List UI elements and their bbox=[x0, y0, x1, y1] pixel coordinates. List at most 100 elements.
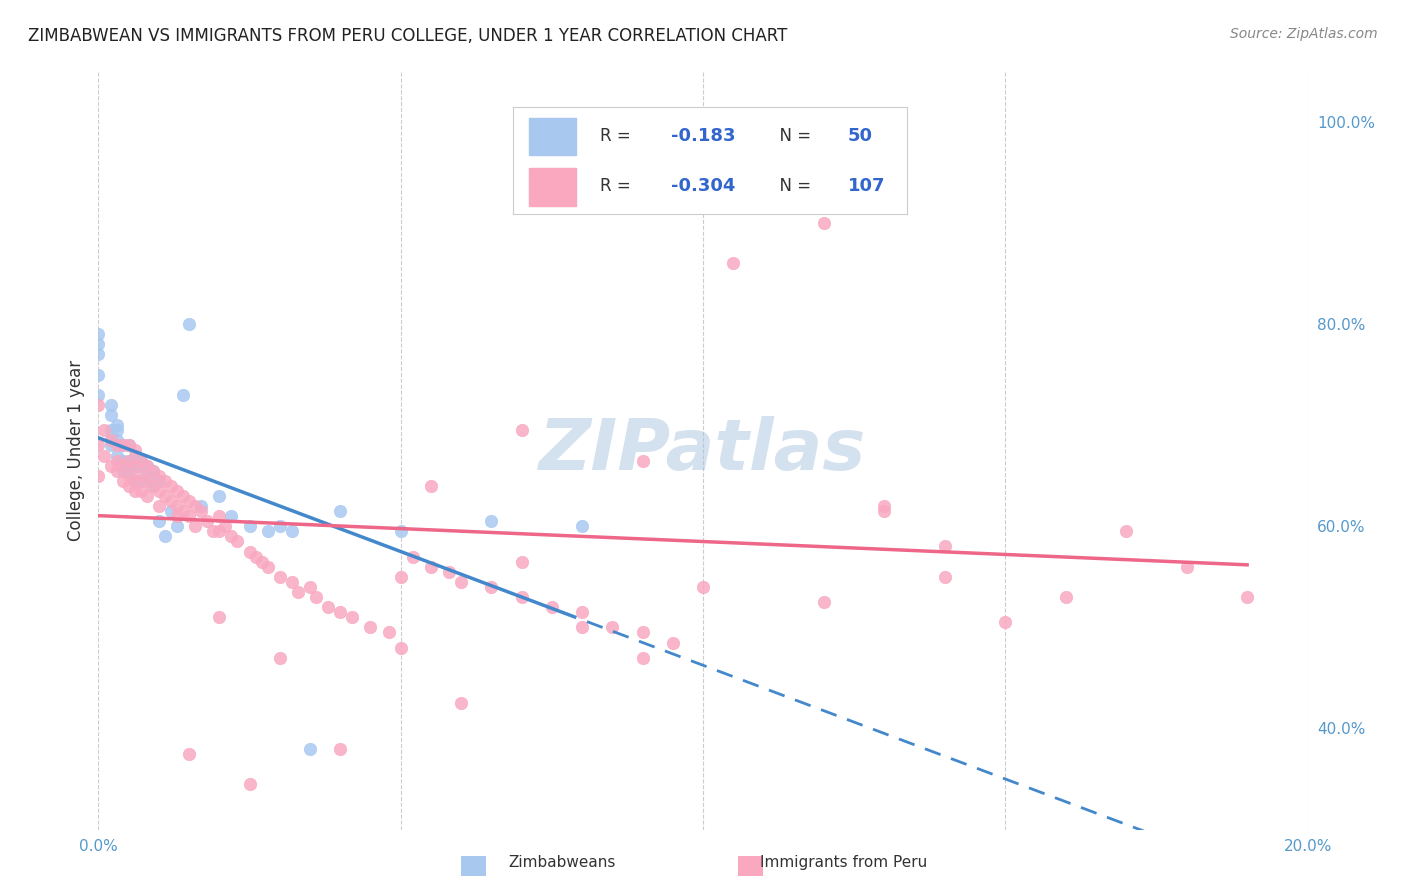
Point bbox=[153, 474, 176, 488]
Point bbox=[208, 524, 231, 539]
Point bbox=[142, 464, 165, 478]
Point bbox=[124, 449, 146, 463]
Point bbox=[221, 529, 243, 543]
Point bbox=[1115, 524, 1137, 539]
Point bbox=[166, 509, 188, 524]
Point bbox=[377, 625, 399, 640]
Point bbox=[129, 468, 152, 483]
Text: 50: 50 bbox=[848, 127, 873, 145]
Point bbox=[631, 650, 654, 665]
Point bbox=[873, 504, 896, 518]
Point bbox=[329, 741, 352, 756]
Point bbox=[571, 519, 593, 533]
Point bbox=[111, 464, 134, 478]
Point bbox=[208, 489, 231, 503]
Point bbox=[571, 605, 593, 619]
Point bbox=[124, 474, 146, 488]
Point bbox=[1236, 590, 1258, 604]
Point bbox=[184, 519, 207, 533]
Point bbox=[124, 443, 146, 458]
Point bbox=[305, 590, 328, 604]
Text: 107: 107 bbox=[848, 178, 886, 195]
Point bbox=[153, 529, 176, 543]
Point bbox=[93, 449, 115, 463]
Point bbox=[329, 504, 352, 518]
Point bbox=[450, 574, 472, 589]
Point bbox=[389, 570, 412, 584]
Point bbox=[148, 474, 170, 488]
Point bbox=[118, 468, 141, 483]
Point bbox=[256, 559, 278, 574]
Text: N =: N = bbox=[769, 127, 817, 145]
Point bbox=[111, 474, 134, 488]
Point bbox=[129, 474, 152, 488]
Point bbox=[420, 479, 443, 493]
Point bbox=[692, 580, 714, 594]
Point bbox=[87, 327, 110, 342]
Point bbox=[105, 449, 128, 463]
Point bbox=[87, 388, 110, 402]
Point bbox=[481, 514, 503, 528]
Text: Source: ZipAtlas.com: Source: ZipAtlas.com bbox=[1230, 27, 1378, 41]
Point bbox=[129, 458, 152, 473]
Point bbox=[111, 453, 134, 467]
Point bbox=[135, 474, 157, 488]
Point bbox=[111, 458, 134, 473]
Point bbox=[166, 519, 188, 533]
Point bbox=[160, 479, 183, 493]
Point bbox=[752, 195, 775, 210]
Point bbox=[281, 524, 304, 539]
Text: Zimbabweans: Zimbabweans bbox=[509, 855, 616, 870]
Point bbox=[172, 504, 194, 518]
Point bbox=[93, 423, 115, 437]
Point bbox=[450, 696, 472, 710]
Point bbox=[135, 468, 157, 483]
Point bbox=[481, 580, 503, 594]
Point bbox=[389, 640, 412, 655]
Point bbox=[105, 418, 128, 433]
Point bbox=[118, 458, 141, 473]
Point bbox=[105, 453, 128, 467]
Point bbox=[269, 519, 291, 533]
Point bbox=[202, 524, 225, 539]
Point bbox=[437, 565, 460, 579]
Point bbox=[281, 574, 304, 589]
Point bbox=[287, 585, 309, 599]
Point bbox=[118, 453, 141, 467]
Point bbox=[631, 453, 654, 467]
Point bbox=[87, 347, 110, 361]
Point bbox=[994, 615, 1017, 630]
Point bbox=[389, 524, 412, 539]
Point bbox=[245, 549, 267, 564]
Point bbox=[342, 610, 364, 624]
Point bbox=[142, 479, 165, 493]
Point bbox=[239, 544, 262, 558]
Point bbox=[179, 747, 201, 761]
Point bbox=[105, 423, 128, 437]
Point bbox=[179, 317, 201, 331]
Point bbox=[602, 620, 624, 634]
Point bbox=[631, 625, 654, 640]
Text: N =: N = bbox=[769, 178, 817, 195]
Point bbox=[783, 165, 806, 179]
Point bbox=[661, 635, 683, 649]
Point bbox=[118, 438, 141, 452]
Point bbox=[135, 489, 157, 503]
Point bbox=[118, 479, 141, 493]
Point bbox=[208, 610, 231, 624]
Point bbox=[420, 559, 443, 574]
Point bbox=[129, 453, 152, 467]
Point bbox=[105, 464, 128, 478]
Y-axis label: College, Under 1 year: College, Under 1 year bbox=[66, 359, 84, 541]
Point bbox=[239, 519, 262, 533]
Point bbox=[124, 458, 146, 473]
Text: ZIPatlas: ZIPatlas bbox=[540, 416, 866, 485]
Point bbox=[226, 534, 249, 549]
Point bbox=[142, 464, 165, 478]
Point bbox=[100, 458, 122, 473]
Point bbox=[129, 453, 152, 467]
Point bbox=[402, 549, 425, 564]
Point bbox=[100, 434, 122, 448]
Point bbox=[190, 499, 212, 513]
Point bbox=[87, 337, 110, 351]
